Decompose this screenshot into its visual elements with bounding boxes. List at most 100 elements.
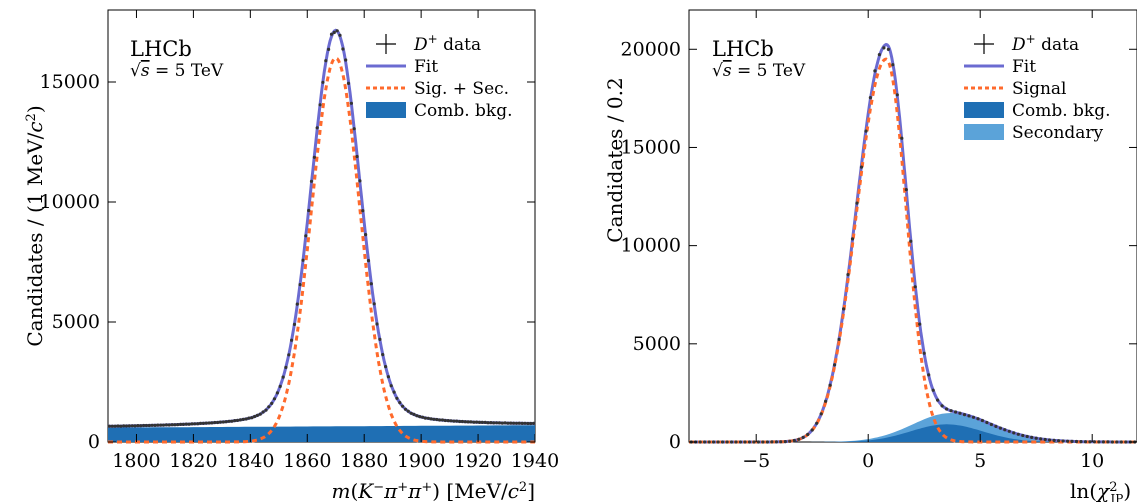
data-point (133, 424, 137, 428)
data-point (378, 337, 382, 341)
data-point (210, 421, 214, 425)
data-point (511, 421, 516, 425)
data-point (287, 353, 291, 357)
ip-x-tick-label: 5 (974, 450, 986, 472)
data-point (517, 421, 521, 425)
data-point (224, 420, 228, 424)
data-point (824, 399, 828, 403)
data-point (241, 417, 245, 421)
ip-legend-label: Fit (1012, 57, 1036, 77)
data-point (1034, 436, 1038, 440)
data-point (886, 47, 891, 52)
data-point (927, 373, 931, 377)
data-point (116, 424, 120, 428)
data-point (364, 233, 368, 237)
data-point (529, 421, 533, 426)
data-point (384, 365, 388, 369)
data-point (412, 412, 416, 416)
data-point (806, 432, 810, 437)
data-point (247, 416, 251, 420)
ip-y-tick-label: 15000 (621, 136, 681, 158)
data-point (301, 258, 305, 262)
mass-x-tick-label: 1860 (283, 450, 331, 472)
data-point (298, 283, 302, 287)
mass-panel: 1800 1820 1840 1860 1880 1900 1920 1940 0 5000 100… (23, 9, 559, 502)
data-point (144, 423, 148, 428)
ip-legend-fill-swatch (964, 102, 1004, 118)
data-point (318, 103, 322, 107)
data-point (971, 415, 976, 419)
data-point (429, 417, 433, 421)
data-point (167, 423, 171, 427)
ip-experiment-label: LHCb (712, 37, 774, 61)
data-point (398, 401, 402, 405)
data-point (315, 126, 319, 130)
data-point (179, 422, 183, 426)
data-point (156, 423, 160, 427)
data-point (1007, 429, 1011, 433)
ip-x-tick-label: −5 (742, 450, 770, 472)
data-point (922, 351, 926, 355)
data-point (159, 423, 163, 427)
data-point (962, 413, 967, 417)
data-point (998, 426, 1003, 430)
data-point (1025, 434, 1029, 439)
data-point (730, 440, 734, 444)
data-point (238, 418, 242, 422)
data-point (976, 417, 980, 421)
data-point (275, 391, 279, 395)
data-point (187, 422, 191, 426)
data-point (1030, 435, 1034, 439)
mass-x-tick-label: 1840 (226, 450, 274, 472)
data-point (734, 440, 738, 444)
data-point (483, 420, 487, 424)
data-point (877, 53, 882, 57)
data-point (284, 365, 288, 369)
data-point (164, 423, 168, 427)
data-point (1012, 431, 1016, 435)
data-point (327, 47, 331, 52)
data-point (1088, 440, 1092, 444)
ip-legend-label: D+ data (1011, 32, 1079, 55)
data-point (122, 424, 126, 428)
data-point (198, 421, 203, 425)
ip-panel: −5 0 5 10 0 5000 10000 15000 20000 LHCb √s = 5 T… (603, 9, 1137, 502)
data-point (281, 375, 285, 379)
ip-legend-fill-swatch (964, 124, 1004, 140)
data-point (418, 415, 422, 419)
data-point (395, 396, 399, 400)
data-point (130, 424, 134, 428)
data-point (480, 420, 484, 424)
data-point (233, 419, 237, 423)
data-point (904, 188, 908, 192)
data-point (184, 422, 188, 426)
data-point (761, 440, 765, 444)
data-point (406, 409, 410, 413)
mass-experiment-label: LHCb (130, 37, 192, 61)
data-point (227, 419, 231, 423)
data-point (891, 63, 895, 67)
data-point (1124, 440, 1128, 444)
data-point (940, 404, 944, 408)
data-point (475, 420, 479, 424)
data-point (270, 401, 274, 405)
data-point (828, 383, 832, 387)
data-point (139, 424, 143, 428)
data-point (392, 390, 396, 394)
data-point (523, 421, 527, 425)
data-point (446, 419, 450, 423)
data-point (438, 418, 442, 422)
data-point (381, 353, 385, 357)
data-point (307, 208, 311, 213)
data-point (797, 437, 801, 441)
data-point (193, 422, 197, 426)
data-point (244, 417, 248, 421)
data-point (230, 419, 234, 423)
data-point (989, 422, 994, 427)
data-point (161, 423, 166, 427)
data-point (868, 96, 873, 100)
data-point (253, 414, 257, 419)
mass-y-tick-label: 5000 (52, 311, 100, 333)
data-point (815, 421, 819, 425)
mass-x-tick-label: 1820 (169, 450, 217, 472)
